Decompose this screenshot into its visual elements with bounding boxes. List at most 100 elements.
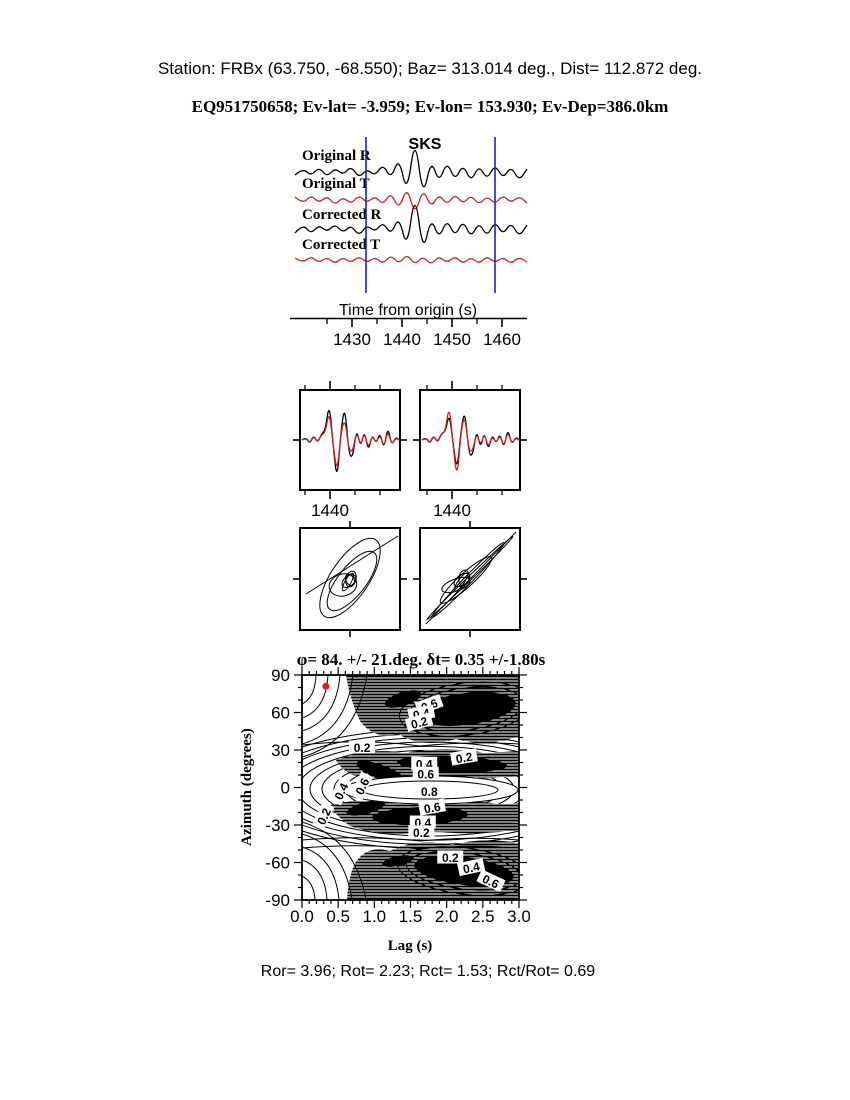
result-stats: Ror= 3.96; Rot= 2.23; Rct= 1.53; Rct/Rot… <box>261 963 596 980</box>
compare-tick-label-2: 1440 <box>433 501 471 520</box>
contour-line <box>302 859 328 900</box>
contour-level-chip <box>457 857 486 877</box>
contour-level-label: 0.2 <box>311 801 335 831</box>
contour-level-label: 0.2 <box>450 748 478 767</box>
best-fit-marker <box>322 682 330 690</box>
sks-phase-label: SKS <box>409 136 442 153</box>
contour-y-tick-label: 0 <box>281 779 290 798</box>
trace-labels: Original R Original T Corrected R Correc… <box>302 148 381 253</box>
contour-y-tick-label: -30 <box>265 816 290 835</box>
particle-box-1 <box>413 521 527 637</box>
trace-label-original-t: Original T <box>302 176 370 192</box>
contour-x-tick-label: 2.5 <box>471 907 495 926</box>
contour-title: φ= 84. +/- 21.deg. δt= 0.35 +/-1.80s <box>297 650 546 669</box>
contour-level-text: 0.2 <box>314 806 334 827</box>
contour-line <box>302 675 341 732</box>
contour-line <box>302 845 519 850</box>
contour-level-text: 0.2 <box>413 826 430 840</box>
time-axis-tick-label: 1460 <box>483 330 521 349</box>
trace-label-corrected-t: Corrected T <box>302 237 380 253</box>
waveform-traces <box>294 149 528 264</box>
trace-3 <box>294 255 528 264</box>
particle-ellipse <box>328 573 358 597</box>
contour-level-text: 0.6 <box>353 776 373 797</box>
contour-level-chip <box>418 798 447 816</box>
contour-x-tick-label: 1.5 <box>399 907 423 926</box>
contour-level-text: 0.8 <box>421 785 438 799</box>
contour-level-text: 0.6 <box>423 800 442 817</box>
contour-core-ring <box>407 686 519 732</box>
contour-line <box>302 741 519 747</box>
title-station: Station: FRBx (63.750, -68.550); Baz= 31… <box>158 59 702 78</box>
contour-ylabel: Azimuth (degrees) <box>239 728 255 846</box>
contour-x-tick-label: 3.0 <box>507 907 531 926</box>
contour-core-ring <box>396 846 519 896</box>
waveform-compare-boxes <box>293 381 527 499</box>
contour-xlabel: Lag (s) <box>388 938 433 954</box>
particle-box-0 <box>293 521 407 637</box>
compare-trace-red <box>421 411 520 471</box>
contour-level-label: 0.4 <box>329 776 352 806</box>
contour-level-text: 0.2 <box>455 750 474 767</box>
particle-curves <box>305 535 399 619</box>
trace-label-corrected-r: Corrected R <box>302 207 381 223</box>
contour-y-tick-label: 60 <box>271 704 290 723</box>
particle-ellipse <box>426 535 514 621</box>
contour-level-label: 0.4 <box>457 857 486 877</box>
contour-core-ring <box>398 681 519 737</box>
contour-line <box>302 846 340 900</box>
contour-level-text: 0.2 <box>354 741 371 755</box>
contour-line <box>302 675 329 719</box>
contour-level-text: 0.4 <box>332 781 352 802</box>
trace-1 <box>294 192 528 210</box>
particle-line <box>425 531 517 625</box>
contour-level-text: 0.2 <box>442 851 459 865</box>
compare-box-0 <box>293 381 407 499</box>
contour-line <box>302 837 519 842</box>
particle-motion-boxes <box>293 521 527 637</box>
contour-level-chip <box>409 815 436 829</box>
particle-ellipse <box>344 573 356 587</box>
contour-level-text: 0.6 <box>417 767 434 781</box>
contour-level-chip <box>349 740 376 754</box>
error-contour-plot: 0.60.40.20.20.20.40.60.40.60.80.60.40.20… <box>265 666 531 926</box>
time-axis-label: Time from origin (s) <box>339 302 477 319</box>
contour-y-tick-label: -60 <box>265 854 290 873</box>
contour-level-chip <box>476 869 506 893</box>
time-axis-tick-label: 1430 <box>333 330 371 349</box>
contour-level-chip <box>408 825 435 839</box>
time-axis-tick-label: 1450 <box>433 330 471 349</box>
contour-level-label: 0.6 <box>412 766 439 781</box>
contour-level-label: 0.6 <box>350 771 373 801</box>
trace-0 <box>294 149 528 188</box>
contour-level-text: 0.4 <box>462 859 482 876</box>
contour-line <box>302 675 317 705</box>
compare-box-1 <box>413 381 527 499</box>
contour-y-tick-label: 90 <box>271 666 290 685</box>
contour-level-text: 0.6 <box>480 872 501 892</box>
contour-field: 0.60.40.20.20.20.40.60.40.60.80.60.40.20… <box>302 675 519 900</box>
contour-x-tick-label: 1.0 <box>363 907 387 926</box>
contour-x-tick-label: 0.0 <box>290 907 314 926</box>
contour-level-chip <box>416 784 443 798</box>
contour-core <box>384 690 422 708</box>
particle-box-frame <box>299 527 401 631</box>
contour-line <box>302 821 367 900</box>
contour-core <box>346 800 386 816</box>
compare-trace-red <box>301 416 400 467</box>
particle-ellipse <box>319 537 381 619</box>
contour-y-tick-label: -90 <box>265 891 290 910</box>
particle-ellipse <box>453 572 469 592</box>
contour-level-label: 0.2 <box>408 825 435 840</box>
title-event: EQ951750658; Ev-lat= -3.959; Ev-lon= 153… <box>192 97 669 116</box>
contour-line <box>302 675 354 745</box>
particle-line <box>305 535 399 595</box>
trace-2 <box>294 204 528 243</box>
compare-tick-label-1: 1440 <box>311 501 349 520</box>
trace-label-original-r: Original R <box>302 148 371 164</box>
contour-level-chip <box>329 776 352 806</box>
contour-core-ring <box>405 851 519 891</box>
contour-line <box>302 675 368 758</box>
